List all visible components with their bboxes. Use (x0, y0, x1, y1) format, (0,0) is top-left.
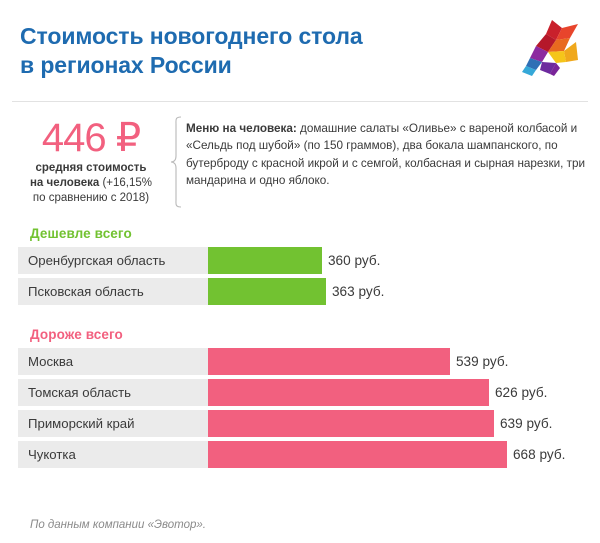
most-expensive-rows: Москва 539 руб. Томская область 626 руб.… (12, 348, 588, 468)
region-value: 668 руб. (513, 447, 566, 462)
table-row[interactable]: Москва 539 руб. (12, 348, 588, 375)
value-bar (208, 278, 326, 305)
region-label: Оренбургская область (28, 253, 166, 268)
header-divider (12, 101, 588, 102)
value-bar (208, 441, 507, 468)
page-title-line-2: в регионах России (20, 52, 232, 79)
value-bar (208, 348, 450, 375)
region-label: Москва (28, 354, 74, 369)
menu-text: домашние салаты «Оливье» с вареной колба… (186, 122, 586, 188)
region-label: Томская область (28, 385, 132, 400)
average-price-caption: средняя стоимость на человека (+16,15% п… (12, 161, 170, 206)
average-price-caption-line1: средняя стоимость (35, 162, 147, 174)
value-bar (208, 247, 322, 274)
section-gap (12, 309, 588, 321)
table-row[interactable]: Оренбургская область 360 руб. (12, 247, 588, 274)
page-title-line-1: Стоимость новогоднего стола (20, 23, 363, 49)
chart-area: Дешевле всего Оренбургская область 360 р… (0, 226, 600, 468)
group-title-cheapest: Дешевле всего (30, 226, 132, 241)
region-value: 626 руб. (495, 385, 548, 400)
average-price-block: 446 ₽ средняя стоимость на человека (+16… (12, 116, 170, 206)
table-row[interactable]: Псковская область 363 руб. (12, 278, 588, 305)
average-price-comparison: по сравнению с 2018) (32, 192, 150, 204)
page-title: Стоимость новогоднего стола в регионах Р… (20, 22, 490, 81)
region-value: 360 руб. (328, 253, 381, 268)
region-label: Приморский край (28, 416, 135, 431)
menu-label: Меню на человека: (186, 122, 297, 135)
average-price-caption-line2: на человека (29, 177, 100, 189)
region-value: 363 руб. (332, 284, 385, 299)
table-row[interactable]: Томская область 626 руб. (12, 379, 588, 406)
curly-brace-icon (170, 116, 182, 208)
header: Стоимость новогоднего стола в регионах Р… (0, 0, 600, 102)
average-price-value: 446 ₽ (41, 116, 141, 160)
region-label: Псковская область (28, 284, 144, 299)
cheapest-rows: Оренбургская область 360 руб. Псковская … (12, 247, 588, 305)
region-value: 539 руб. (456, 354, 509, 369)
summary-strip: 446 ₽ средняя стоимость на человека (+16… (0, 102, 600, 220)
table-row[interactable]: Чукотка 668 руб. (12, 441, 588, 468)
value-bar (208, 379, 489, 406)
menu-description: Меню на человека: домашние салаты «Оливь… (186, 120, 590, 190)
value-bar (208, 410, 494, 437)
kp-swallow-logo-icon (516, 18, 582, 78)
source-note: По данным компании «Эвотор». (30, 519, 206, 531)
table-row[interactable]: Приморский край 639 руб. (12, 410, 588, 437)
group-title-most-expensive: Дороже всего (30, 327, 123, 342)
region-label: Чукотка (28, 447, 76, 462)
average-price-change: (+16,15% (99, 177, 152, 189)
region-value: 639 руб. (500, 416, 553, 431)
